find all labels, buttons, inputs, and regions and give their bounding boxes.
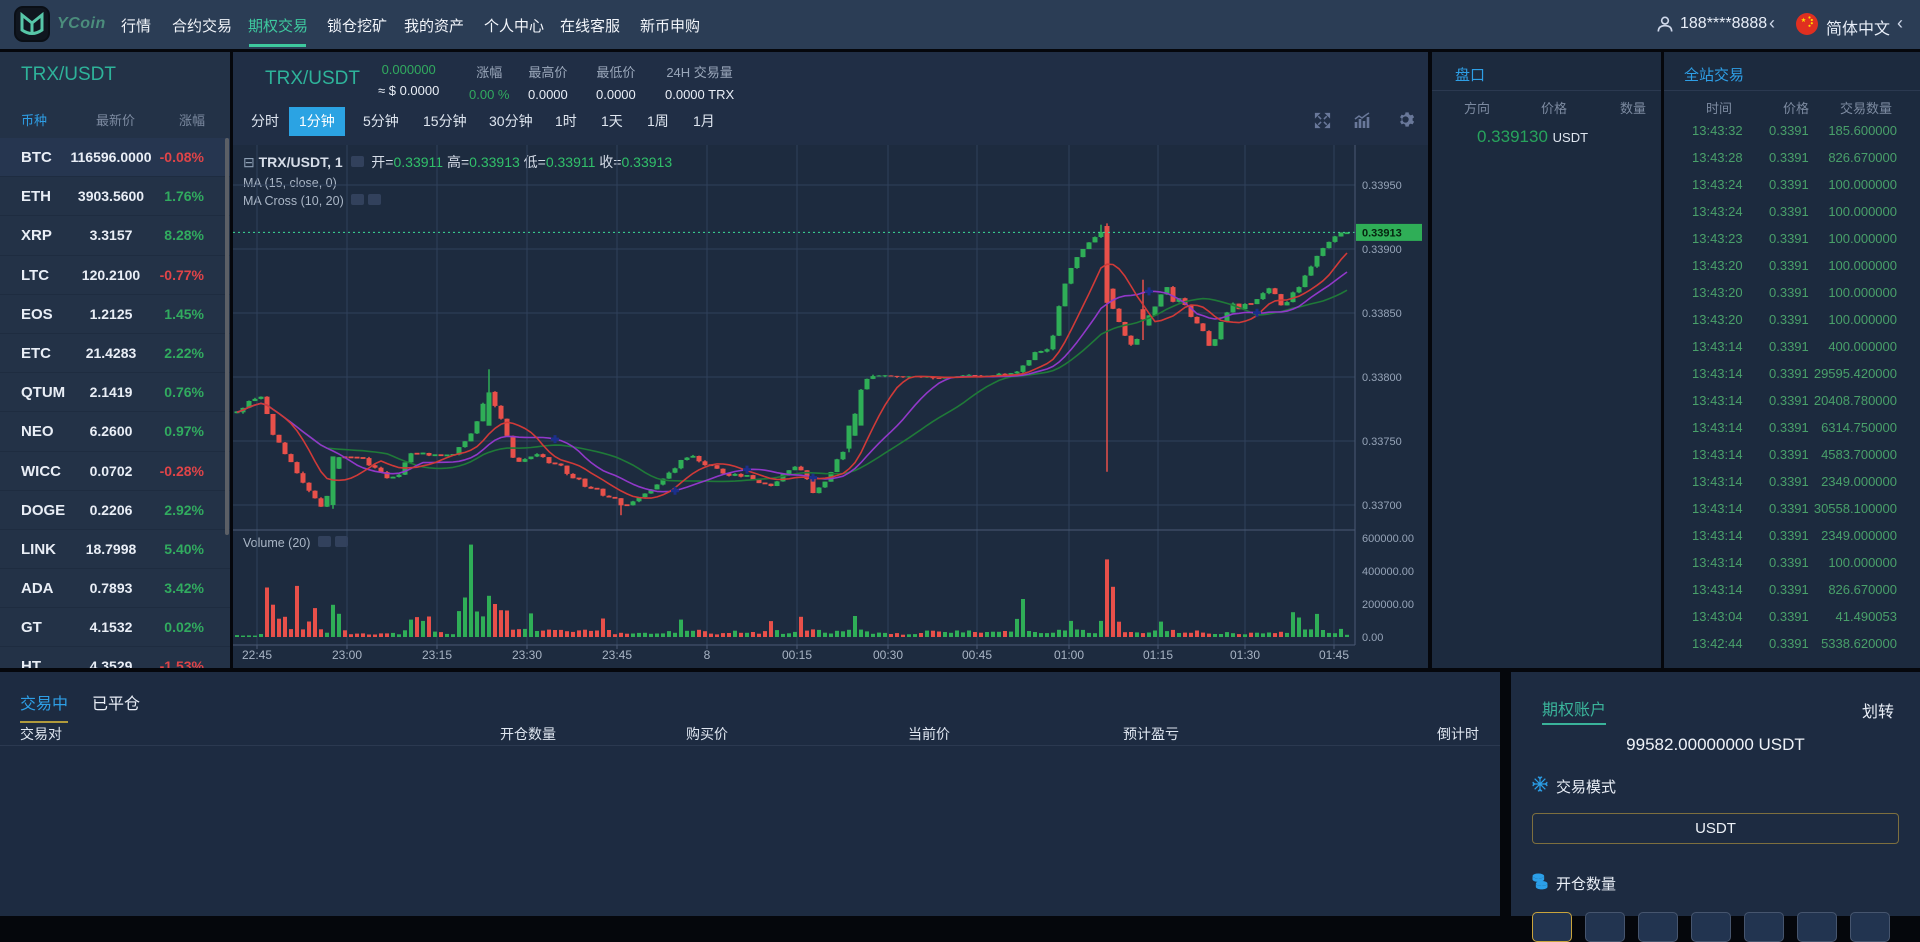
- svg-text:00:15: 00:15: [782, 648, 812, 662]
- svg-text:0.33850: 0.33850: [1362, 308, 1402, 320]
- svg-text:00:45: 00:45: [962, 648, 992, 662]
- svg-text:8: 8: [704, 648, 711, 662]
- svg-text:23:30: 23:30: [512, 648, 542, 662]
- svg-text:0.33900: 0.33900: [1362, 244, 1402, 256]
- svg-text:200000.00: 200000.00: [1362, 599, 1414, 611]
- svg-text:01:15: 01:15: [1143, 648, 1173, 662]
- svg-text:0.33750: 0.33750: [1362, 436, 1402, 448]
- svg-text:01:00: 01:00: [1054, 648, 1084, 662]
- svg-text:0.33700: 0.33700: [1362, 500, 1402, 512]
- svg-text:600000.00: 600000.00: [1362, 533, 1414, 545]
- svg-text:0.33913: 0.33913: [1362, 227, 1402, 239]
- svg-text:23:45: 23:45: [602, 648, 632, 662]
- svg-text:23:00: 23:00: [332, 648, 362, 662]
- svg-text:01:45: 01:45: [1319, 648, 1349, 662]
- svg-text:00:30: 00:30: [873, 648, 903, 662]
- svg-text:0.00: 0.00: [1362, 632, 1383, 644]
- svg-text:01:30: 01:30: [1230, 648, 1260, 662]
- svg-text:0.33950: 0.33950: [1362, 180, 1402, 192]
- svg-text:0.33800: 0.33800: [1362, 372, 1402, 384]
- svg-text:22:45: 22:45: [242, 648, 272, 662]
- svg-text:23:15: 23:15: [422, 648, 452, 662]
- svg-text:400000.00: 400000.00: [1362, 566, 1414, 578]
